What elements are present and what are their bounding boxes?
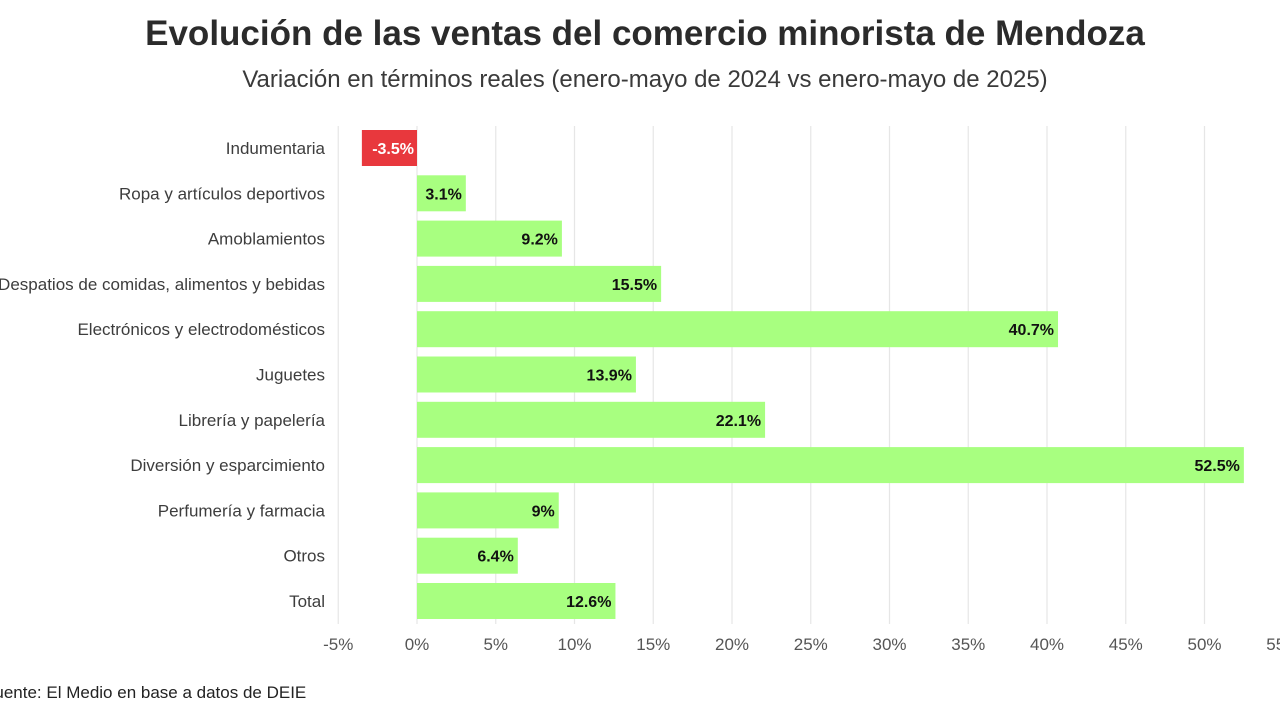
category-label-7: Diversión y esparcimiento [130,456,325,475]
value-label-6: 22.1% [716,413,761,430]
value-label-2: 9.2% [521,232,557,249]
x-tick-label-4: 15% [636,635,670,654]
category-labels: Indumentaria Ropa y artículos deportivos A… [0,139,326,611]
bar-9 [417,537,518,574]
x-tick-labels: -5% 0% 5% 10% 15% 20% 25% 30% 35% 40% 45% 50% 55% [323,635,1280,654]
value-label-8: 9% [532,503,555,520]
grid-lines [337,126,1206,624]
chart-subtitle: Variación en términos reales (enero-mayo… [242,66,1048,93]
value-label-3: 15.5% [612,277,657,294]
bar-6 [417,401,766,438]
bar-8 [417,492,559,529]
category-label-2: Amoblamientos [208,230,325,249]
x-tick-label-12: 55% [1266,635,1280,654]
value-label-9: 6.4% [477,549,513,566]
bar-2 [417,220,562,257]
bar-10 [417,583,616,619]
category-label-9: Otros [283,547,325,566]
bars [361,130,1244,619]
bar-4 [417,311,1059,348]
bar-5 [417,356,636,393]
category-label-0: Indumentaria [226,139,326,158]
x-tick-label-2: 5% [483,635,508,654]
category-label-5: Juguetes [256,366,325,385]
x-tick-label-7: 30% [872,635,906,654]
category-label-8: Perfumería y farmacia [158,501,326,520]
x-tick-label-0: -5% [323,635,353,654]
chart-source: Fuente: El Medio en base a datos de DEIE [0,683,307,702]
bar-0 [361,130,417,166]
x-tick-label-10: 45% [1109,635,1143,654]
value-labels: -3.5% 3.1% 9.2% 15.5% 40.7% 13.9% 22.1% 52.5% 9%… [372,141,1240,611]
x-tick-label-6: 25% [794,635,828,654]
bar-3 [417,265,662,302]
value-label-10: 12.6% [566,594,611,611]
value-label-4: 40.7% [1009,322,1054,339]
x-tick-label-11: 50% [1187,635,1221,654]
category-label-6: Librería y papelería [179,411,326,430]
value-label-0: -3.5% [372,141,414,158]
category-label-3: Despatios de comidas, alimentos y bebida… [0,275,325,294]
bar-7 [417,447,1244,484]
bar-1 [417,175,466,212]
value-label-7: 52.5% [1195,458,1240,475]
value-label-1: 3.1% [425,186,461,203]
chart-title: Evolución de las ventas del comercio min… [145,14,1145,53]
category-label-10: Total [289,592,325,611]
x-tick-label-8: 35% [951,635,985,654]
value-label-5: 13.9% [587,368,632,385]
x-tick-label-3: 10% [557,635,591,654]
x-tick-label-9: 40% [1030,635,1064,654]
category-label-4: Electrónicos y electrodomésticos [77,320,325,339]
x-tick-label-5: 20% [715,635,749,654]
category-label-1: Ropa y artículos deportivos [119,184,325,203]
x-tick-label-1: 0% [405,635,430,654]
